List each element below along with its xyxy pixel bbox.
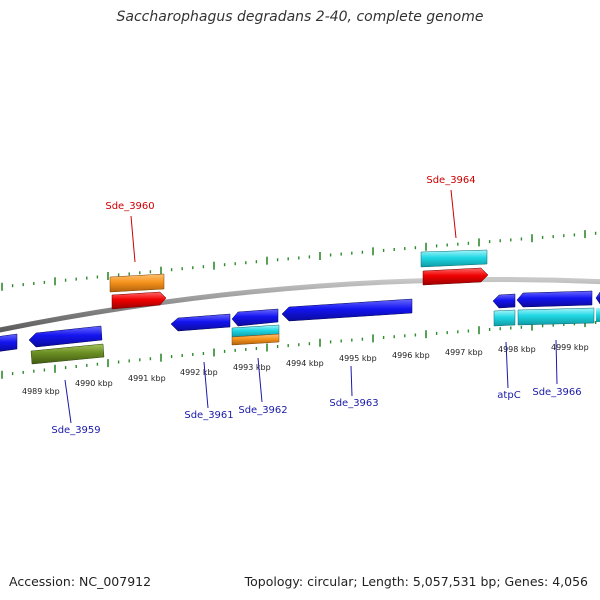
gene-cyan-block xyxy=(517,307,595,326)
axis-label: 4993 kbp xyxy=(233,363,271,372)
label-sde3964: Sde_3964 xyxy=(426,175,475,186)
cds-arrow-reverse xyxy=(231,308,279,327)
gene-sde3964 xyxy=(420,249,489,286)
gene-cyan-block xyxy=(493,309,516,327)
gene-sde3962 xyxy=(231,308,280,346)
cds-arrow-reverse xyxy=(28,325,103,348)
label-sde3962: Sde_3962 xyxy=(238,405,287,416)
axis-label: 4992 kbp xyxy=(180,368,218,377)
cds-arrow-reverse xyxy=(516,290,593,308)
leader-atpC xyxy=(505,341,509,389)
gene-orange-block xyxy=(231,333,280,346)
cds-arrow-forward xyxy=(111,291,167,310)
leader-sde3961 xyxy=(203,361,209,409)
label-sde3966: Sde_3966 xyxy=(532,387,581,398)
label-atpC: atpC xyxy=(497,390,520,401)
topology-text: Topology: circular; Length: 5,057,531 bp… xyxy=(244,574,588,589)
axis-label: 4994 kbp xyxy=(286,359,324,368)
axis-label: 4998 kbp xyxy=(498,345,536,354)
cds-arrow-reverse xyxy=(595,291,600,305)
gene-olive-block xyxy=(30,343,105,365)
axis-label: 4995 kbp xyxy=(339,354,377,363)
gene-sde3966 xyxy=(516,290,600,326)
cds-arrow-forward xyxy=(422,267,489,286)
label-sde3963: Sde_3963 xyxy=(329,398,378,409)
inner-tick-ring xyxy=(1,319,597,379)
axis-label: 4991 kbp xyxy=(128,374,166,383)
cds-arrow-reverse xyxy=(281,298,413,322)
gene-sde3959 xyxy=(28,325,105,365)
leader-sde3964 xyxy=(450,189,457,239)
leader-sde3963 xyxy=(350,365,353,397)
gene-orange-block xyxy=(109,273,165,293)
genome-backbone xyxy=(0,277,600,333)
axis-label: 4989 kbp xyxy=(22,387,60,396)
gene-sde3960 xyxy=(109,273,167,310)
gene-atpC xyxy=(492,293,516,327)
label-sde3959: Sde_3959 xyxy=(51,425,100,436)
cds-arrow-reverse xyxy=(0,333,18,352)
axis-label: 4999 kbp xyxy=(551,343,589,352)
cds-arrow-reverse xyxy=(170,313,231,332)
label-sde3961: Sde_3961 xyxy=(184,410,233,421)
axis-label: 4997 kbp xyxy=(445,348,483,357)
gene-cyan-block xyxy=(596,308,600,322)
leader-sde3959 xyxy=(64,379,72,424)
label-sde3960: Sde_3960 xyxy=(105,201,154,212)
leader-sde3960 xyxy=(130,215,136,263)
outer-tick-ring xyxy=(1,230,597,291)
leader-sde3962 xyxy=(257,357,263,403)
axis-label: 4990 kbp xyxy=(75,379,113,388)
cds-arrow-reverse xyxy=(492,293,516,309)
accession-text: Accession: NC_007912 xyxy=(9,574,152,589)
axis-labels: 4989 kbp 4990 kbp 4991 kbp 4992 kbp 4993… xyxy=(22,343,589,396)
genome-title: Saccharophagus degradans 2-40, complete … xyxy=(116,9,484,25)
label-leaders xyxy=(64,189,558,424)
gene-cyan-block xyxy=(420,249,488,268)
axis-label: 4996 kbp xyxy=(392,351,430,360)
leader-sde3966 xyxy=(555,339,558,385)
